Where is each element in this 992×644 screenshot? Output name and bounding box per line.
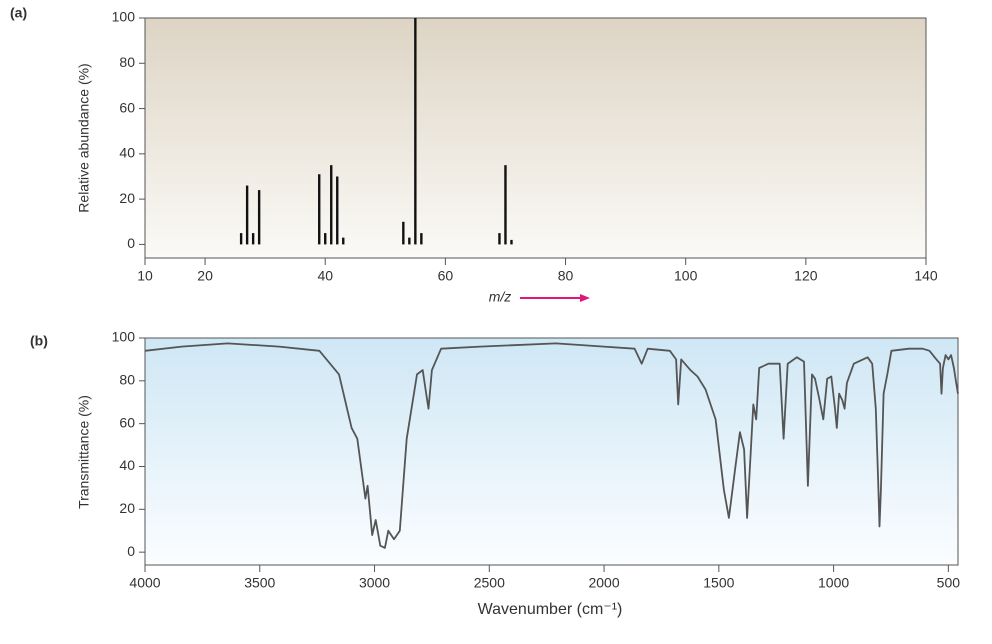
x-tick-label: 2000 xyxy=(588,575,619,591)
x-tick-label: 2500 xyxy=(474,575,505,591)
y-tick-label: 80 xyxy=(119,54,135,70)
bar xyxy=(330,165,333,245)
bar xyxy=(336,176,339,245)
y-tick-label: 100 xyxy=(112,9,136,25)
y-tick-label: 60 xyxy=(119,414,135,430)
bar xyxy=(239,233,243,245)
panel-label: (a) xyxy=(10,5,27,21)
x-tick-label: 1500 xyxy=(703,575,734,591)
bar xyxy=(251,233,255,245)
y-tick-label: 0 xyxy=(127,543,135,559)
plot-area xyxy=(144,337,959,566)
bar xyxy=(498,233,501,245)
x-tick-label: 100 xyxy=(674,268,698,284)
x-tick-label: 10 xyxy=(137,268,153,284)
arrow-head xyxy=(580,294,590,302)
x-tick-label: 20 xyxy=(197,268,213,284)
x-tick-label: 120 xyxy=(794,268,818,284)
x-tick-label: 3500 xyxy=(244,575,275,591)
x-tick-label: 500 xyxy=(937,575,961,591)
bar xyxy=(257,190,261,245)
spectrum-line xyxy=(144,342,959,549)
bar xyxy=(245,185,249,245)
plot-area xyxy=(144,17,927,259)
x-tick-label: 3000 xyxy=(359,575,390,591)
y-tick-label: 20 xyxy=(119,190,135,206)
x-tick-label: 80 xyxy=(558,268,574,284)
y-tick-label: 60 xyxy=(119,99,135,115)
x-tick-label: 40 xyxy=(317,268,333,284)
x-tick-label: 1000 xyxy=(818,575,849,591)
bar xyxy=(324,233,327,245)
y-tick-label: 0 xyxy=(127,235,135,251)
y-tick-label: 20 xyxy=(119,500,135,516)
bar xyxy=(510,239,513,245)
panel-label: (b) xyxy=(30,333,48,349)
y-tick-label: 100 xyxy=(112,329,136,345)
x-axis-label: Wavenumber (cm⁻¹) xyxy=(478,601,623,618)
x-tick-label: 140 xyxy=(914,268,938,284)
y-axis-label: Transmittance (%) xyxy=(76,395,92,509)
bar xyxy=(408,237,411,245)
y-axis-label: Relative abundance (%) xyxy=(76,63,92,212)
bar xyxy=(342,237,345,245)
bar xyxy=(318,174,321,245)
y-tick-label: 40 xyxy=(119,145,135,161)
bar xyxy=(414,18,417,245)
y-tick-label: 40 xyxy=(119,457,135,473)
bar xyxy=(402,221,405,245)
bar xyxy=(420,233,423,245)
x-tick-label: 60 xyxy=(438,268,454,284)
x-tick-label: 4000 xyxy=(129,575,160,591)
bar xyxy=(504,165,507,245)
x-axis-label: m/z xyxy=(489,289,512,305)
y-tick-label: 80 xyxy=(119,372,135,388)
